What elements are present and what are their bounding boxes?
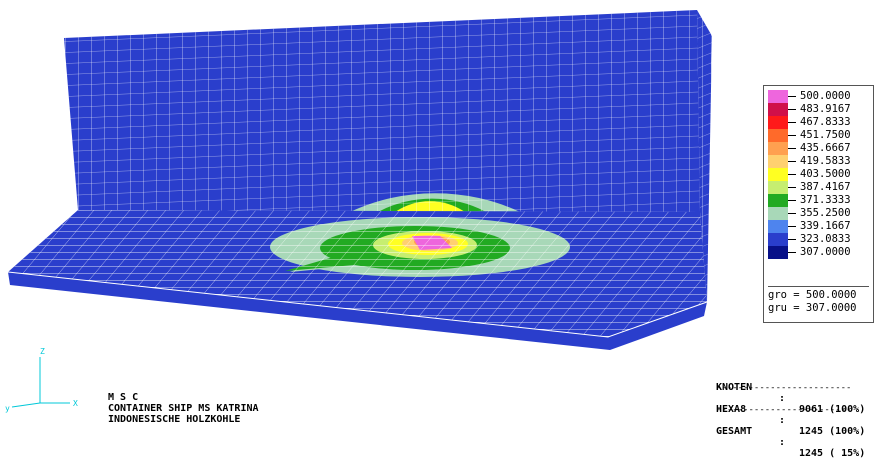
- model-statistics: KNOTEN : 9061 (100%) -------------------…: [716, 371, 866, 459]
- x-axis-label: X: [73, 399, 78, 408]
- mesh-floor: [8, 210, 707, 337]
- legend-swatch: [768, 116, 788, 129]
- y-axis-line: [11, 402, 41, 408]
- z-axis-label: Z: [40, 347, 45, 356]
- legend-value: 435.6667: [800, 142, 851, 154]
- stat-name: KNOTEN: [716, 382, 753, 393]
- legend-swatch: [768, 181, 788, 194]
- legend-swatch: [768, 233, 788, 246]
- legend-entry: 339.1667: [764, 220, 873, 233]
- legend-value: 419.5833: [800, 155, 851, 167]
- legend-value: 483.9167: [800, 103, 851, 115]
- stat-separator: -------------------------: [716, 384, 852, 393]
- stat-value: 1245 (100%): [799, 426, 866, 437]
- legend-swatch: [768, 246, 788, 259]
- legend-swatch: [768, 220, 788, 233]
- legend-value: 307.0000: [800, 246, 851, 258]
- legend-entry: 387.4167: [764, 181, 873, 194]
- stat-name: GESAMT: [716, 426, 753, 437]
- legend-value: 403.5000: [800, 168, 851, 180]
- legend-swatch: [768, 129, 788, 142]
- legend-range: gro = 500.0000 gru = 307.0000: [768, 286, 869, 319]
- legend-entry: 323.0833: [764, 233, 873, 246]
- legend-entry: 451.7500: [764, 129, 873, 142]
- legend-value: 500.0000: [800, 90, 851, 102]
- legend-value: 371.3333: [800, 194, 851, 206]
- legend-entry: 371.3333: [764, 194, 873, 207]
- legend-value: 339.1667: [800, 220, 851, 232]
- stat-row-hexa8: HEXA8 : 1245 (100%): [716, 404, 866, 437]
- legend-swatch: [768, 90, 788, 103]
- stat-value: 1245 ( 15%): [799, 448, 866, 459]
- y-axis-label: y: [5, 404, 10, 413]
- legend-value: 355.2500: [800, 207, 851, 219]
- company-label: M S C: [108, 392, 139, 403]
- legend-entry: 307.0000: [764, 246, 873, 259]
- legend-entry: 467.8333: [764, 116, 873, 129]
- cargo-label: INDONESISCHE HOLZKOHLE: [108, 414, 241, 425]
- model-info: M S C CONTAINER SHIP MS KATRINA INDONESI…: [108, 392, 259, 425]
- legend-entry: 403.5000: [764, 168, 873, 181]
- legend-value: 467.8333: [800, 116, 851, 128]
- ship-label: CONTAINER SHIP MS KATRINA: [108, 403, 259, 414]
- legend-entry: 435.6667: [764, 142, 873, 155]
- legend-value: 451.7500: [800, 129, 851, 141]
- legend-swatch: [768, 155, 788, 168]
- stat-separator: -------------------------: [716, 406, 852, 415]
- mesh-front-wall: [7, 271, 708, 350]
- legend-swatch: [768, 168, 788, 181]
- legend-min-label: gru = 307.0000: [768, 302, 857, 314]
- legend-swatch: [768, 103, 788, 116]
- legend-max-label: gro = 500.0000: [768, 289, 857, 301]
- legend-swatch: [768, 194, 788, 207]
- stat-value: 9061 (100%): [799, 404, 866, 415]
- legend-swatch: [768, 142, 788, 155]
- legend-entry: 355.2500: [764, 207, 873, 220]
- stat-row-knoten: KNOTEN : 9061 (100%): [716, 382, 866, 415]
- legend-entry: 483.9167: [764, 103, 873, 116]
- stat-name: HEXA8: [716, 404, 747, 415]
- legend-value: 387.4167: [800, 181, 851, 193]
- legend-value: 323.0833: [800, 233, 851, 245]
- legend-entry: 419.5833: [764, 155, 873, 168]
- axis-triad: Z X y: [5, 347, 78, 413]
- stat-row-gesamt: GESAMT : 1245 ( 15%): [716, 426, 866, 459]
- fem-model-viewport[interactable]: [0, 0, 881, 436]
- legend-swatch: [768, 207, 788, 220]
- mesh-back-wall: [64, 10, 700, 212]
- mesh-end-wall: [697, 10, 712, 302]
- legend-entry: 500.0000: [764, 90, 873, 103]
- color-legend: 500.0000 483.9167 467.8333 451.7500 435.…: [763, 85, 874, 323]
